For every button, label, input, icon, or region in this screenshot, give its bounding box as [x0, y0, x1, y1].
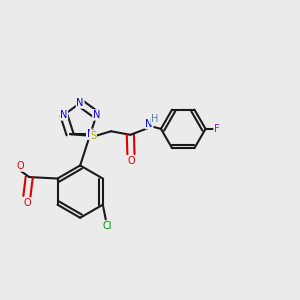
Text: Cl: Cl: [103, 221, 112, 231]
Text: O: O: [23, 198, 31, 208]
Text: H: H: [151, 114, 158, 124]
Text: S: S: [90, 131, 96, 141]
Text: N: N: [93, 110, 100, 120]
Text: F: F: [214, 124, 220, 134]
Text: N: N: [60, 110, 68, 120]
Text: N: N: [87, 129, 94, 139]
Text: O: O: [16, 161, 24, 171]
Text: N: N: [76, 98, 84, 108]
Text: N: N: [146, 118, 153, 128]
Text: O: O: [128, 156, 135, 166]
